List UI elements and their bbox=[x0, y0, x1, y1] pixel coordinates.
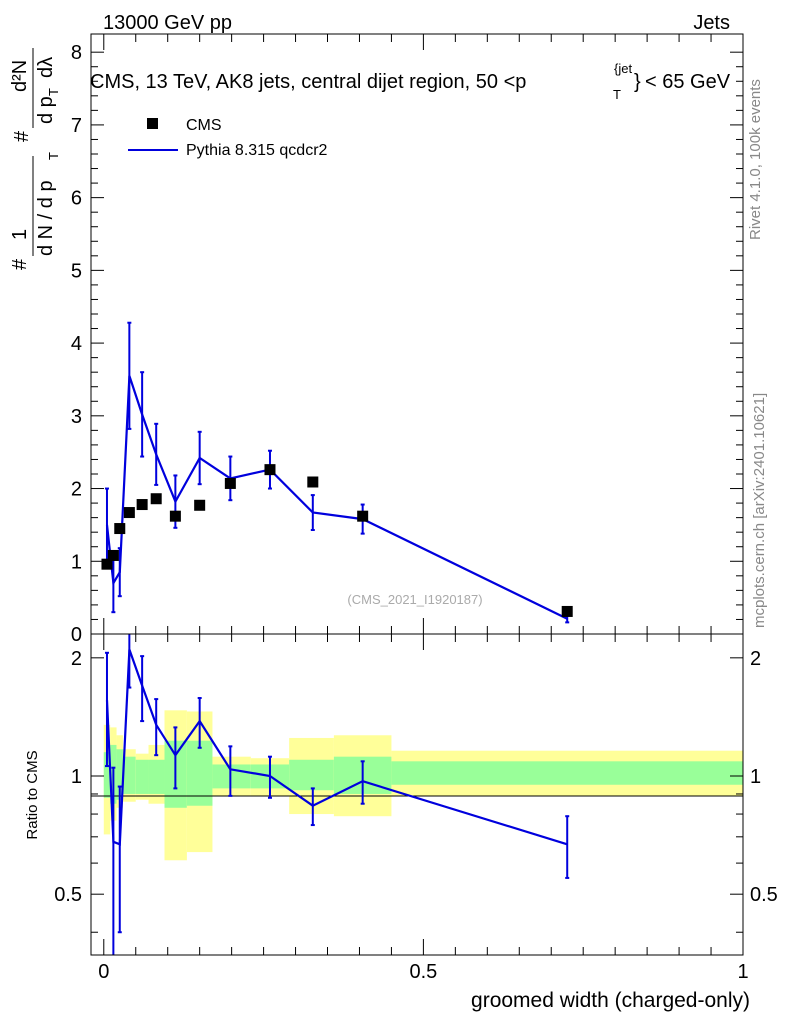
ratio-y-tick-label-right: 2 bbox=[750, 648, 761, 670]
title-tail: < 65 GeV bbox=[645, 71, 731, 93]
legend-cms-marker bbox=[147, 118, 158, 129]
ylabel-dp: d p bbox=[35, 96, 57, 124]
title-subscript: T bbox=[613, 87, 621, 102]
ylabel-d2N: d²N bbox=[9, 60, 31, 92]
main-y-tick-label: 7 bbox=[71, 115, 82, 137]
ratio-y-tick-label-right: 0.5 bbox=[750, 884, 778, 906]
main-y-axis-label: # 1 d N / d p T # d²N d p T dλ bbox=[9, 48, 61, 270]
ratio-inner-band bbox=[148, 759, 165, 794]
ratio-y-tick-label-left: 1 bbox=[71, 766, 82, 788]
main-y-tick-label: 2 bbox=[71, 479, 82, 501]
cms-data-point bbox=[107, 549, 119, 561]
ratio-inner-band bbox=[391, 761, 743, 785]
main-y-tick-label: 8 bbox=[71, 42, 82, 64]
ratio-axis-ticks bbox=[91, 634, 744, 955]
ylabel-T-sub-1: T bbox=[46, 152, 61, 160]
title-close: } bbox=[634, 71, 641, 93]
main-y-tick-labels: 0 1 2 3 4 5 6 7 8 bbox=[71, 42, 82, 646]
ylabel-T-sub-2: T bbox=[46, 88, 61, 96]
mcplots-source-label: mcplots.cern.ch [arXiv:2401.10621] bbox=[751, 393, 768, 628]
ratio-inner-band bbox=[122, 756, 136, 794]
ratio-y-axis-label: Ratio to CMS bbox=[24, 750, 41, 839]
header-category-label: Jets bbox=[693, 12, 730, 34]
ratio-series-group bbox=[104, 634, 570, 955]
cms-data-point bbox=[150, 493, 162, 505]
ylabel-one: 1 bbox=[9, 229, 31, 240]
main-y-tick-label: 1 bbox=[71, 551, 82, 573]
ratio-inner-band bbox=[289, 759, 334, 791]
legend-cms-label: CMS bbox=[186, 117, 222, 134]
x-tick-label: 1 bbox=[737, 961, 748, 983]
plot-title: CMS, 13 TeV, AK8 jets, central dijet reg… bbox=[90, 71, 526, 93]
ratio-inner-band bbox=[103, 752, 111, 798]
cms-data-point bbox=[307, 476, 319, 488]
x-tick-label: 0.5 bbox=[409, 961, 437, 983]
ratio-y-tick-label-right: 1 bbox=[750, 766, 761, 788]
ylabel-dN-dpT: d N / d p bbox=[35, 180, 57, 256]
ylabel-hash2: # bbox=[11, 130, 33, 142]
cms-data-point bbox=[264, 464, 276, 476]
ratio-inner-band bbox=[186, 740, 213, 806]
main-y-tick-label: 3 bbox=[71, 406, 82, 428]
main-y-tick-label: 0 bbox=[71, 624, 82, 646]
mc-series-group bbox=[104, 321, 570, 624]
rivet-version-label: Rivet 4.1.0, 100k events bbox=[747, 79, 764, 240]
main-y-tick-label: 5 bbox=[71, 260, 82, 282]
ratio-inner-band bbox=[135, 759, 149, 794]
header-beam-label: 13000 GeV pp bbox=[103, 12, 232, 34]
x-tick-label: 0 bbox=[98, 961, 109, 983]
ratio-inner-band bbox=[116, 749, 123, 800]
cms-data-point bbox=[561, 605, 573, 617]
ratio-inner-band bbox=[212, 764, 251, 789]
cms-data-point bbox=[123, 507, 135, 519]
ratio-y-tick-label-left: 0.5 bbox=[54, 884, 82, 906]
ratio-x-tick-labels: 0 0.5 1 bbox=[98, 961, 748, 983]
title-superscript: {jet bbox=[614, 61, 632, 76]
cms-data-point bbox=[357, 510, 369, 522]
x-axis-label: groomed width (charged-only) bbox=[471, 989, 750, 1012]
title-main: CMS, 13 TeV, AK8 jets, central dijet reg… bbox=[90, 71, 526, 93]
ylabel-dlambda: dλ bbox=[35, 57, 57, 78]
data-series-group bbox=[101, 464, 573, 617]
ratio-y-tick-labels: 0.5 0.5 1 1 2 2 bbox=[54, 648, 778, 906]
main-y-tick-label: 4 bbox=[71, 333, 82, 355]
cms-data-point bbox=[101, 558, 113, 570]
analysis-id-annotation: (CMS_2021_I1920187) bbox=[347, 592, 482, 607]
ratio-plot-panel: 0.5 0.51 12 2 0 0.5 1 Ratio to CMS groomed wi… bbox=[24, 633, 778, 1012]
cms-data-point bbox=[114, 523, 126, 535]
cms-data-point bbox=[224, 477, 236, 489]
legend-mc-label: Pythia 8.315 qcdcr2 bbox=[186, 142, 328, 159]
ratio-uncertainty-bands bbox=[103, 710, 743, 861]
main-plot-panel: 0 1 2 3 4 5 6 7 8 CMS, 13 TeV, AK8 jets, central… bbox=[9, 33, 744, 646]
cms-data-point bbox=[194, 499, 206, 511]
ratio-plot-frame bbox=[90, 633, 744, 956]
main-y-tick-label: 6 bbox=[71, 188, 82, 210]
ratio-y-tick-label-left: 2 bbox=[71, 648, 82, 670]
cms-data-point bbox=[136, 499, 148, 511]
cms-data-point bbox=[169, 510, 181, 522]
ylabel-hash1: # bbox=[9, 258, 31, 270]
main-axis-ticks bbox=[91, 34, 744, 635]
